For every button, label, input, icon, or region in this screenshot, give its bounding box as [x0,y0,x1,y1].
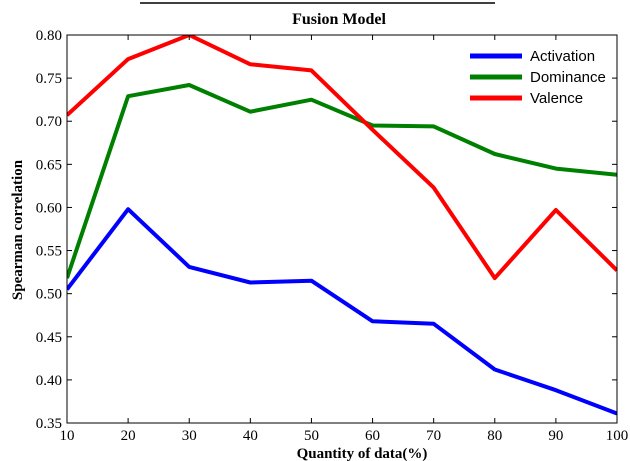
plot-lines [67,35,617,416]
y-axis-label: Spearman correlation [10,159,26,300]
x-tick-label: 100 [606,428,629,444]
x-axis-label: Quantity of data(%) [297,446,428,461]
y-tick-label: 0.60 [36,200,62,216]
x-tick-label: 70 [426,428,441,444]
y-tick-label: 0.50 [36,287,62,303]
x-tick-label: 40 [243,428,258,444]
x-tick-label: 10 [60,428,75,444]
y-axis: 0.35 0.40 0.45 0.50 0.55 0.60 0.65 0.70 0.75 0.80 [36,28,617,432]
series-line-activation [67,207,617,416]
y-tick-label: 0.80 [36,28,62,44]
y-tick-label: 0.75 [36,71,62,87]
x-tick-label: 80 [487,428,502,444]
x-tick-label: 90 [548,428,563,444]
legend: Activation Dominance Valence [470,48,606,107]
x-axis: 10 20 30 40 50 60 70 80 90 100 [60,35,629,444]
y-tick-label: 0.65 [36,157,62,173]
y-tick-label: 0.70 [36,114,62,130]
series-line-dominance [67,83,617,279]
x-tick-label: 60 [365,428,380,444]
y-tick-label: 0.40 [36,373,62,389]
series-line-valence [67,35,617,281]
chart-title: Fusion Model [292,11,386,28]
x-tick-label: 30 [182,428,197,444]
legend-label-dominance: Dominance [530,69,606,86]
x-tick-label: 20 [121,428,136,444]
x-tick-label: 50 [304,428,319,444]
y-tick-label: 0.45 [36,330,62,346]
y-tick-label: 0.35 [36,416,62,432]
y-tick-label: 0.55 [36,244,62,260]
legend-label-activation: Activation [530,48,595,65]
plot-frame [66,34,618,424]
legend-label-valence: Valence [530,90,583,107]
